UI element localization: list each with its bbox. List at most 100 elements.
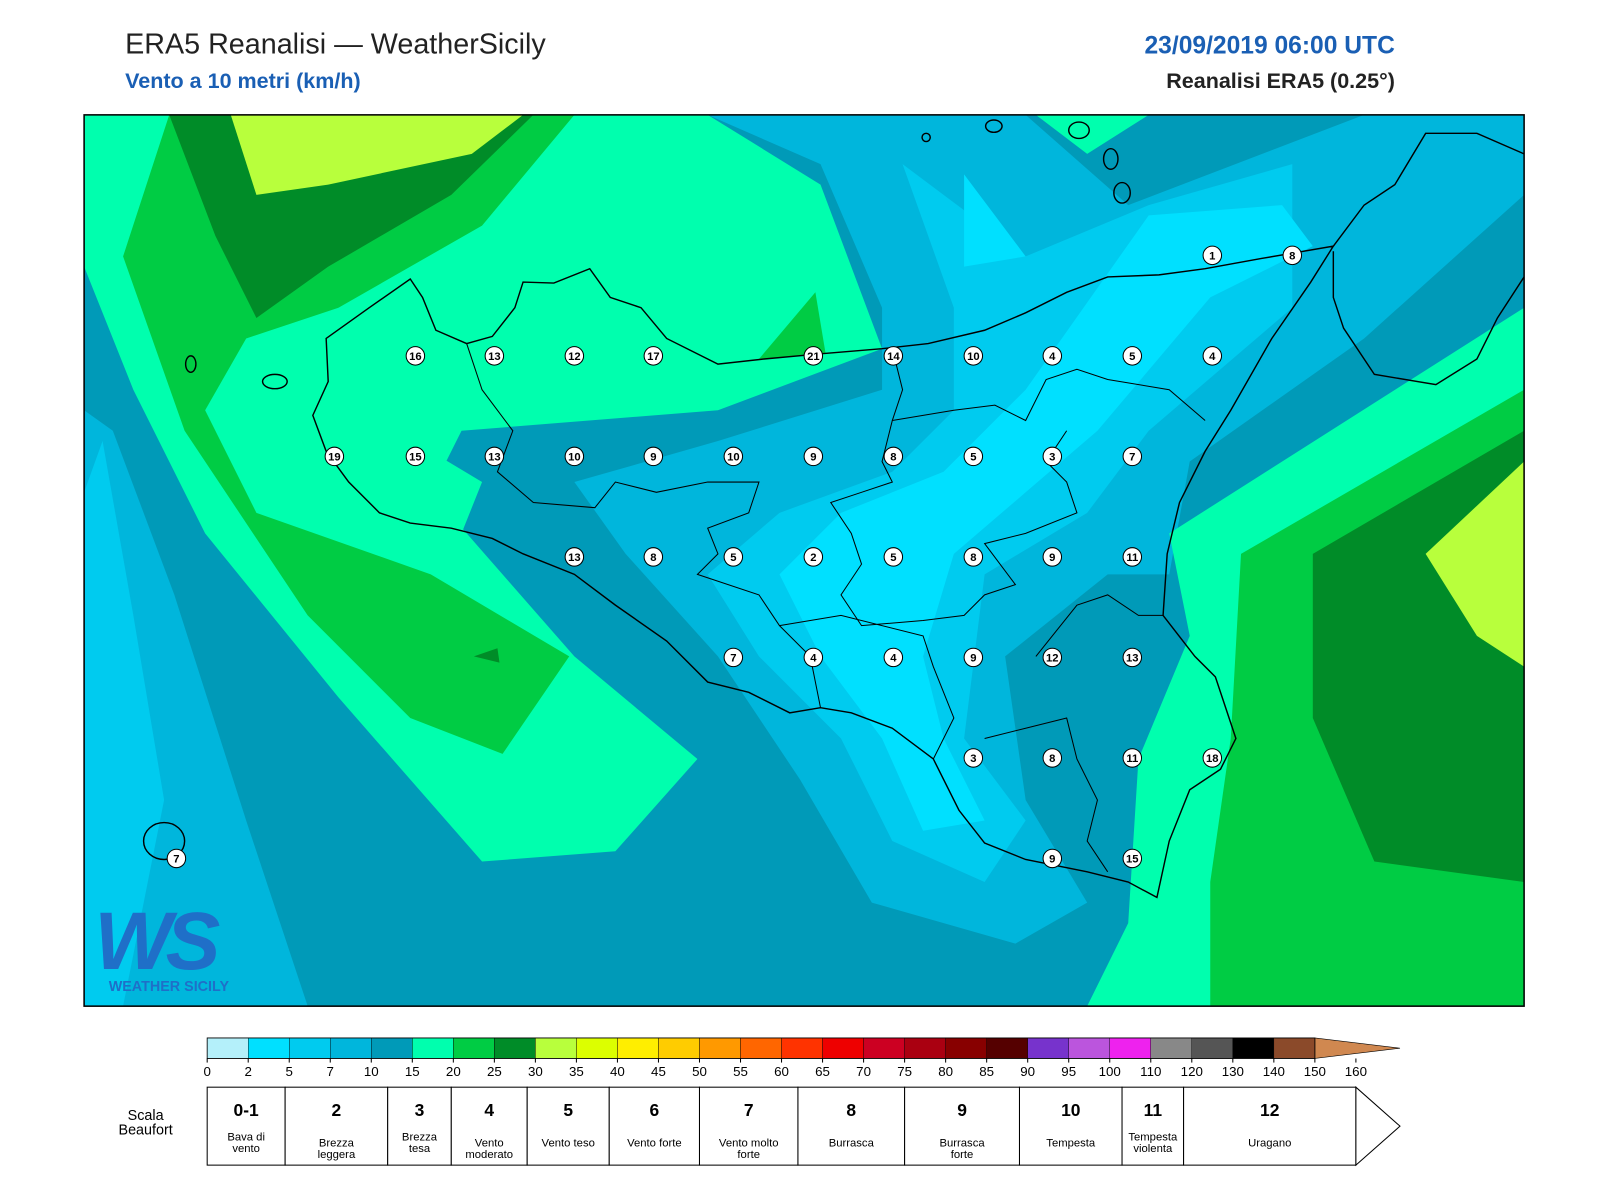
station-value: 13 [488, 351, 501, 363]
beaufort-number: 3 [415, 1100, 425, 1120]
station-value: 5 [1129, 351, 1135, 363]
colorbar-swatch [371, 1037, 413, 1059]
island [1102, 147, 1119, 170]
station-value: 8 [650, 552, 656, 564]
station-marker [723, 446, 744, 467]
beaufort-label-box: Vento teso [541, 1137, 595, 1150]
station-marker [484, 446, 505, 467]
station-marker [723, 647, 744, 668]
station: 8 [883, 446, 904, 467]
province-border [466, 343, 1206, 873]
station-marker [1042, 346, 1063, 366]
colorbar-arrow [1314, 1037, 1401, 1059]
beaufort-label: Vento teso [541, 1137, 595, 1150]
station: 3 [963, 748, 984, 768]
beaufort-cell [206, 1086, 286, 1166]
beaufort-label-box: Tempesta [1046, 1138, 1095, 1149]
field-zone [779, 205, 1313, 831]
station-marker [803, 547, 824, 567]
stations: 16 13 12 17 21 14 10 4 5 41 819 15 13 10 9 10 9 8 5 3 713 8 5 2… [166, 245, 1303, 869]
colorbar-tick-label: 7 [327, 1064, 334, 1079]
beaufort-cell [797, 1086, 906, 1166]
station: 17 [643, 346, 664, 366]
beaufort-number: 11 [1144, 1100, 1163, 1120]
colorbar-tick-label: 60 [774, 1064, 789, 1079]
station-marker [1122, 848, 1143, 869]
beaufort-cell [1018, 1086, 1123, 1166]
station: 10 [564, 446, 585, 467]
station-value: 16 [409, 351, 422, 363]
station: 9 [963, 647, 984, 668]
beaufort-label: Uragano [1248, 1137, 1292, 1150]
field-zone [230, 114, 524, 195]
station: 18 [1202, 748, 1223, 768]
beaufort-label-box: Brezza leggera [317, 1137, 356, 1162]
station: 13 [484, 446, 505, 467]
colorbar-tick-label: 30 [528, 1064, 543, 1079]
station: 8 [643, 547, 664, 567]
station-value: 7 [173, 854, 179, 866]
station-value: 4 [1049, 351, 1056, 363]
colorbar-tick-label: 2 [244, 1064, 251, 1079]
station: 9 [803, 446, 824, 467]
beaufort-label: Bava di vento [227, 1132, 265, 1155]
logo-mark: WS [94, 896, 219, 987]
colorbar-swatch [1273, 1037, 1316, 1059]
station: 13 [484, 346, 505, 366]
beaufort-label: Vento forte [627, 1137, 682, 1150]
station-value: 7 [730, 653, 736, 665]
station-value: 10 [727, 452, 740, 464]
station-value: 9 [970, 653, 976, 665]
station-marker [643, 547, 664, 567]
station-value: 8 [890, 452, 896, 464]
station-value: 4 [810, 653, 817, 665]
station: 1 [1202, 245, 1223, 266]
island [1068, 121, 1090, 140]
field-zone [473, 648, 500, 663]
colorbar-swatch [494, 1037, 536, 1059]
island [1113, 181, 1131, 204]
station: 4 [1042, 346, 1063, 366]
beaufort-cell [1183, 1086, 1357, 1166]
station-marker [1122, 346, 1143, 366]
colorbar-tick-label: 50 [692, 1064, 707, 1079]
beaufort-number: 12 [1260, 1100, 1279, 1120]
colorbar-tick-label: 75 [897, 1064, 912, 1079]
station: 3 [1042, 446, 1063, 467]
beaufort-cell [1121, 1086, 1185, 1166]
beaufort-title-box: Scala Beaufort [118, 1107, 173, 1138]
station: 5 [883, 547, 904, 567]
colorbar-swatch [904, 1037, 946, 1059]
beaufort-title: Scala Beaufort [118, 1107, 173, 1138]
station-marker [1122, 446, 1143, 467]
colorbar-tick-label: 130 [1222, 1064, 1244, 1079]
colorbar-tick-label: 65 [815, 1064, 830, 1079]
colorbar-tick-label: 45 [651, 1064, 666, 1079]
station: 4 [1202, 346, 1223, 366]
beaufort-label: Brezza leggera [317, 1137, 356, 1162]
station-value: 14 [887, 351, 900, 363]
station: 12 [564, 346, 585, 366]
colorbar-tick-label: 5 [286, 1064, 293, 1079]
station-value: 9 [1049, 552, 1055, 564]
station: 14 [883, 346, 904, 366]
station-marker [564, 346, 585, 366]
beaufort-label-box: Tempesta violenta [1128, 1132, 1177, 1154]
field-zone [1425, 461, 1525, 667]
station-value: 9 [1049, 854, 1055, 866]
station: 13 [1122, 647, 1143, 668]
colorbar-swatch [330, 1037, 372, 1059]
colorbar-tick-label: 80 [938, 1064, 953, 1079]
colorbar-swatch [206, 1037, 249, 1059]
colorbar-swatch [1191, 1037, 1234, 1059]
colorbar-tick-label: 10 [364, 1064, 379, 1079]
colorbar-tick-label: 90 [1020, 1064, 1035, 1079]
station-marker [564, 446, 585, 467]
colorbar-swatch [617, 1037, 659, 1059]
station-marker [564, 547, 585, 567]
colorbar-swatch [1027, 1037, 1069, 1059]
station-marker [1042, 647, 1063, 668]
station: 21 [803, 346, 824, 366]
field-zone [1035, 114, 1149, 154]
colorbar-frame [206, 1037, 1316, 1059]
